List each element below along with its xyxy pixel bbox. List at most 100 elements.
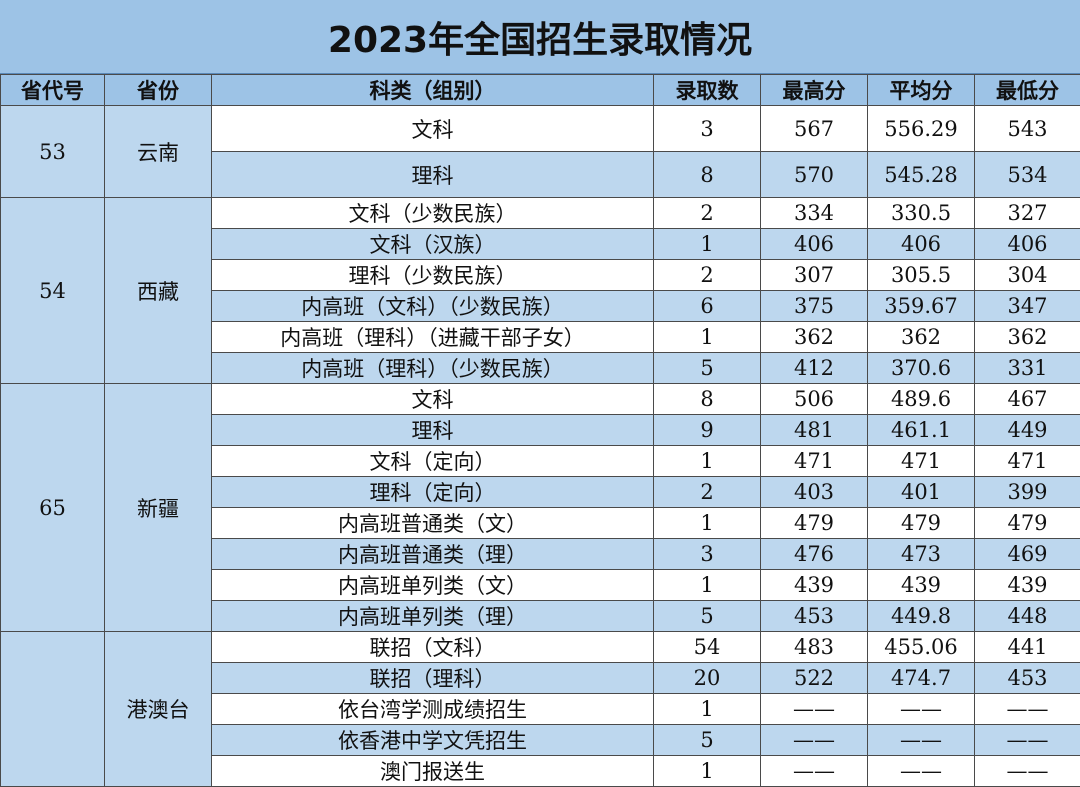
min-score-cell: 439 — [975, 570, 1080, 601]
min-score-cell: 543 — [975, 106, 1080, 152]
category-cell: 理科（定向） — [212, 477, 654, 508]
category-cell: 理科（少数民族） — [212, 260, 654, 291]
min-score-cell: —— — [975, 756, 1080, 787]
avg-score-cell: 556.29 — [868, 106, 975, 152]
min-score-cell: 331 — [975, 353, 1080, 384]
max-score-cell: 307 — [761, 260, 868, 291]
count-cell: 3 — [654, 539, 761, 570]
count-cell: 1 — [654, 570, 761, 601]
max-score-cell: 476 — [761, 539, 868, 570]
count-cell: 54 — [654, 632, 761, 663]
avg-score-cell: —— — [868, 694, 975, 725]
category-cell: 文科（汉族） — [212, 229, 654, 260]
count-cell: 2 — [654, 198, 761, 229]
count-cell: 5 — [654, 601, 761, 632]
province-cell: 港澳台 — [105, 632, 212, 787]
max-score-cell: 334 — [761, 198, 868, 229]
avg-score-cell: 474.7 — [868, 663, 975, 694]
max-score-cell: 471 — [761, 446, 868, 477]
avg-score-cell: 489.6 — [868, 384, 975, 415]
category-cell: 内高班单列类（理） — [212, 601, 654, 632]
max-score-cell: 375 — [761, 291, 868, 322]
avg-score-cell: 439 — [868, 570, 975, 601]
max-score-cell: 522 — [761, 663, 868, 694]
count-cell: 6 — [654, 291, 761, 322]
avg-score-cell: 545.28 — [868, 152, 975, 198]
min-score-cell: 399 — [975, 477, 1080, 508]
province-code-cell: 65 — [1, 384, 105, 632]
category-cell: 内高班普通类（理） — [212, 539, 654, 570]
count-cell: 5 — [654, 725, 761, 756]
avg-score-cell: 406 — [868, 229, 975, 260]
category-cell: 文科 — [212, 384, 654, 415]
max-score-cell: 406 — [761, 229, 868, 260]
count-cell: 1 — [654, 756, 761, 787]
max-score-cell: —— — [761, 756, 868, 787]
min-score-cell: 467 — [975, 384, 1080, 415]
province-cell: 西藏 — [105, 198, 212, 384]
count-cell: 1 — [654, 446, 761, 477]
count-cell: 1 — [654, 322, 761, 353]
max-score-cell: 453 — [761, 601, 868, 632]
header-province: 省份 — [105, 75, 212, 106]
min-score-cell: 304 — [975, 260, 1080, 291]
category-cell: 理科 — [212, 152, 654, 198]
min-score-cell: —— — [975, 725, 1080, 756]
count-cell: 3 — [654, 106, 761, 152]
min-score-cell: 449 — [975, 415, 1080, 446]
max-score-cell: 567 — [761, 106, 868, 152]
max-score-cell: 506 — [761, 384, 868, 415]
max-score-cell: 481 — [761, 415, 868, 446]
min-score-cell: 362 — [975, 322, 1080, 353]
category-cell: 依台湾学测成绩招生 — [212, 694, 654, 725]
min-score-cell: 453 — [975, 663, 1080, 694]
min-score-cell: 441 — [975, 632, 1080, 663]
avg-score-cell: 449.8 — [868, 601, 975, 632]
avg-score-cell: —— — [868, 756, 975, 787]
page-title: 2023年全国招生录取情况 — [0, 0, 1080, 74]
max-score-cell: 479 — [761, 508, 868, 539]
min-score-cell: 347 — [975, 291, 1080, 322]
count-cell: 9 — [654, 415, 761, 446]
category-cell: 文科（定向） — [212, 446, 654, 477]
count-cell: 20 — [654, 663, 761, 694]
category-cell: 理科 — [212, 415, 654, 446]
header-category: 科类（组别） — [212, 75, 654, 106]
max-score-cell: 412 — [761, 353, 868, 384]
province-code-cell: 54 — [1, 198, 105, 384]
header-min-score: 最低分 — [975, 75, 1080, 106]
avg-score-cell: 471 — [868, 446, 975, 477]
category-cell: 联招（理科） — [212, 663, 654, 694]
min-score-cell: 471 — [975, 446, 1080, 477]
max-score-cell: 439 — [761, 570, 868, 601]
count-cell: 1 — [654, 694, 761, 725]
avg-score-cell: 305.5 — [868, 260, 975, 291]
avg-score-cell: 359.67 — [868, 291, 975, 322]
min-score-cell: 406 — [975, 229, 1080, 260]
avg-score-cell: 330.5 — [868, 198, 975, 229]
header-row: 省代号 省份 科类（组别） 录取数 最高分 平均分 最低分 — [1, 75, 1080, 106]
count-cell: 2 — [654, 260, 761, 291]
category-cell: 澳门报送生 — [212, 756, 654, 787]
max-score-cell: 362 — [761, 322, 868, 353]
min-score-cell: 479 — [975, 508, 1080, 539]
count-cell: 8 — [654, 152, 761, 198]
province-cell: 新疆 — [105, 384, 212, 632]
province-code-cell: 53 — [1, 106, 105, 198]
avg-score-cell: 370.6 — [868, 353, 975, 384]
avg-score-cell: 455.06 — [868, 632, 975, 663]
header-max-score: 最高分 — [761, 75, 868, 106]
category-cell: 内高班（理科）（进藏干部子女） — [212, 322, 654, 353]
count-cell: 1 — [654, 229, 761, 260]
category-cell: 内高班单列类（文） — [212, 570, 654, 601]
category-cell: 联招（文科） — [212, 632, 654, 663]
avg-score-cell: 362 — [868, 322, 975, 353]
count-cell: 2 — [654, 477, 761, 508]
avg-score-cell: 401 — [868, 477, 975, 508]
count-cell: 5 — [654, 353, 761, 384]
